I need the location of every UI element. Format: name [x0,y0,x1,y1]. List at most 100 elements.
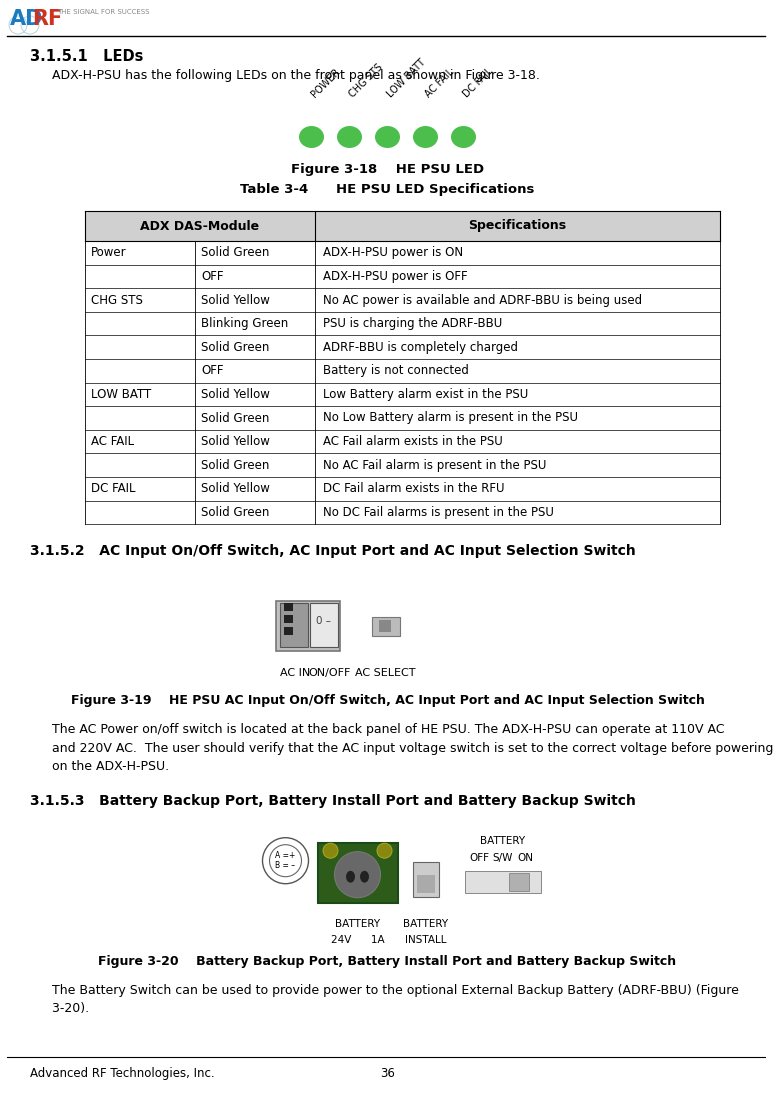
Text: CHG STS: CHG STS [91,293,143,307]
Text: ADX DAS-Module: ADX DAS-Module [140,220,260,233]
Text: Solid Green: Solid Green [201,246,270,259]
Text: Solid Yellow: Solid Yellow [201,293,270,307]
Text: Low Battery alarm exist in the PSU: Low Battery alarm exist in the PSU [323,388,529,401]
Text: INSTALL: INSTALL [405,935,446,945]
Ellipse shape [413,126,438,148]
Text: Blinking Green: Blinking Green [201,318,288,330]
Text: ON/OFF: ON/OFF [308,668,351,678]
Bar [284,628,292,635]
Text: The Battery Switch can be used to provide power to the optional External Backup : The Battery Switch can be used to provid… [52,984,739,997]
Circle shape [335,852,381,898]
Text: AC FAIL: AC FAIL [423,66,456,99]
Ellipse shape [337,126,362,148]
Text: No DC Fail alarms is present in the PSU: No DC Fail alarms is present in the PSU [323,506,554,519]
Text: OFF: OFF [470,853,490,863]
Text: ADRF-BBU is completely charged: ADRF-BBU is completely charged [323,341,518,354]
Text: Figure 3-18    HE PSU LED: Figure 3-18 HE PSU LED [291,163,484,176]
Bar [275,601,339,652]
Bar [318,843,398,902]
Text: AD: AD [10,9,43,29]
Bar [412,862,439,897]
Text: ON: ON [518,853,533,863]
Text: AC SELECT: AC SELECT [355,668,415,678]
Circle shape [323,843,338,858]
Text: OFF: OFF [201,270,223,282]
Bar [85,407,720,430]
Bar [85,477,720,501]
Bar [508,873,529,890]
Text: Battery is not connected: Battery is not connected [323,364,469,377]
Text: Figure 3-19    HE PSU AC Input On/Off Switch, AC Input Port and AC Input Selecti: Figure 3-19 HE PSU AC Input On/Off Switc… [71,695,704,707]
Bar [284,603,292,611]
Bar [85,288,720,312]
Text: Solid Yellow: Solid Yellow [201,388,270,401]
Bar [85,241,720,265]
Text: 3.1.5.3   Battery Backup Port, Battery Install Port and Battery Backup Switch: 3.1.5.3 Battery Backup Port, Battery Ins… [30,793,636,808]
Text: No AC Fail alarm is present in the PSU: No AC Fail alarm is present in the PSU [323,458,546,471]
Text: 36: 36 [380,1067,395,1080]
Text: Table 3-4      HE PSU LED Specifications: Table 3-4 HE PSU LED Specifications [240,184,535,196]
Text: and 220V AC.  The user should verify that the AC input voltage switch is set to : and 220V AC. The user should verify that… [52,742,773,755]
Text: Solid Yellow: Solid Yellow [201,482,270,496]
Text: A =+: A =+ [275,852,296,861]
Circle shape [377,843,392,858]
Text: Solid Green: Solid Green [201,458,270,471]
Text: Solid Green: Solid Green [201,506,270,519]
Text: BATTERY: BATTERY [403,919,448,929]
Text: AC FAIL: AC FAIL [91,435,134,448]
Bar [85,382,720,407]
Ellipse shape [299,126,324,148]
Text: RF: RF [32,9,62,29]
Bar [378,620,391,632]
Bar [284,615,292,623]
Bar [309,603,337,647]
Ellipse shape [346,872,354,882]
Text: B = –: B = – [275,862,295,870]
Text: Figure 3-20    Battery Backup Port, Battery Install Port and Battery Backup Swit: Figure 3-20 Battery Backup Port, Battery… [98,955,677,968]
Circle shape [270,845,301,877]
Bar [464,870,540,892]
Text: AC Fail alarm exists in the PSU: AC Fail alarm exists in the PSU [323,435,503,448]
Bar [85,359,720,382]
Text: OFF: OFF [201,364,223,377]
Text: 3-20).: 3-20). [52,1002,97,1015]
Ellipse shape [360,872,368,882]
Text: AC IN: AC IN [281,668,311,678]
Text: PSU is charging the ADRF-BBU: PSU is charging the ADRF-BBU [323,318,502,330]
Text: 24V      1A: 24V 1A [331,935,384,945]
Text: DC FAIL: DC FAIL [461,66,495,99]
Circle shape [263,837,308,884]
Bar [85,430,720,454]
Text: LOW BATT: LOW BATT [385,57,428,99]
Text: Solid Green: Solid Green [201,411,270,424]
Text: Solid Yellow: Solid Yellow [201,435,270,448]
Text: S/W: S/W [492,853,513,863]
Bar [85,335,720,359]
Text: POWER: POWER [309,66,343,99]
Text: Advanced RF Technologies, Inc.: Advanced RF Technologies, Inc. [30,1067,215,1080]
Text: ADX-H-PSU power is OFF: ADX-H-PSU power is OFF [323,270,467,282]
Ellipse shape [451,126,476,148]
Text: THE SIGNAL FOR SUCCESS: THE SIGNAL FOR SUCCESS [57,9,150,15]
Text: CHG STS: CHG STS [347,62,385,99]
Text: Solid Green: Solid Green [201,341,270,354]
Text: DC Fail alarm exists in the RFU: DC Fail alarm exists in the RFU [323,482,505,496]
Bar [85,312,720,335]
Bar [280,603,308,647]
Text: ADX-H-PSU has the following LEDs on the front panel as shown in Figure 3-18.: ADX-H-PSU has the following LEDs on the … [52,69,540,82]
Text: BATTERY: BATTERY [335,919,380,929]
Text: DC FAIL: DC FAIL [91,482,136,496]
Text: 3.1.5.1   LEDs: 3.1.5.1 LEDs [30,49,143,64]
Text: Specifications: Specifications [468,220,567,233]
Text: Power: Power [91,246,126,259]
Bar [371,618,399,636]
Bar [85,454,720,477]
Text: on the ADX-H-PSU.: on the ADX-H-PSU. [52,761,169,774]
Bar [416,875,435,892]
Text: No Low Battery alarm is present in the PSU: No Low Battery alarm is present in the P… [323,411,578,424]
Text: 0 –: 0 – [316,617,331,626]
Text: The AC Power on/off switch is located at the back panel of HE PSU. The ADX-H-PSU: The AC Power on/off switch is located at… [52,723,725,736]
Bar [85,265,720,288]
Text: No AC power is available and ADRF-BBU is being used: No AC power is available and ADRF-BBU is… [323,293,642,307]
Text: LOW BATT: LOW BATT [91,388,151,401]
